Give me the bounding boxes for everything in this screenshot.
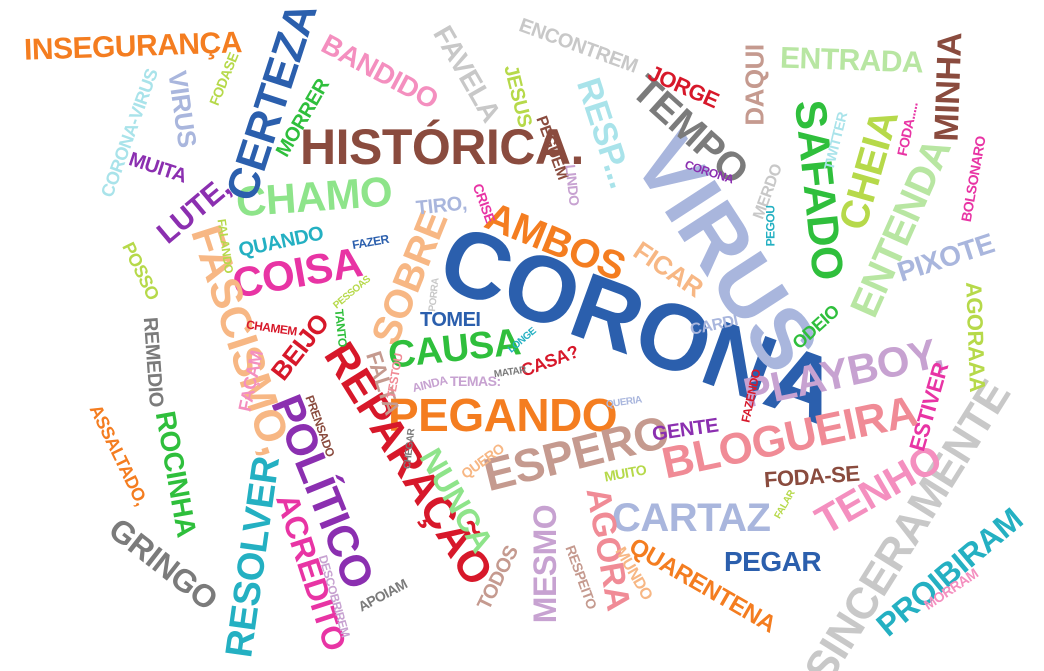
word-gringo: GRINGO bbox=[102, 510, 225, 618]
word-inseguranca: INSEGURANÇA bbox=[23, 26, 243, 67]
word-queria: QUERIA bbox=[605, 394, 643, 411]
word-lindo: LINDO bbox=[562, 163, 583, 207]
word-remedio: REMEDIO bbox=[138, 316, 168, 408]
word-historica: HISTÓRICA. bbox=[300, 119, 584, 175]
word-corona-virus: CORONA-VIRUS bbox=[97, 66, 162, 200]
word-favela: FAVELA bbox=[427, 20, 507, 128]
word-posso: POSSO bbox=[118, 238, 164, 304]
word-cartaz: CARTAZ bbox=[612, 496, 771, 540]
word-muita: MUITA bbox=[126, 148, 190, 188]
word-resolver: RESOLVER bbox=[218, 453, 288, 661]
word-pegar: PEGAR bbox=[724, 546, 822, 577]
word-minha: MINHA bbox=[927, 31, 970, 143]
word-entrada: ENTRADA bbox=[779, 41, 924, 80]
word-bandido: BANDIDO bbox=[316, 28, 444, 116]
word-fazer: FAZER bbox=[351, 231, 390, 253]
word-daqui: DAQUI bbox=[739, 44, 770, 126]
word-pegando: PEGANDO bbox=[388, 389, 618, 441]
word-matar: MATAR bbox=[493, 364, 527, 381]
word-tanto: TANTO bbox=[331, 308, 350, 348]
word-virus-small: VIRUS bbox=[162, 68, 203, 150]
word-bolsonaro: BOLSONARO bbox=[957, 135, 989, 223]
word-temas: TEMAS: bbox=[450, 373, 501, 389]
word-mesmo: MESMO bbox=[527, 504, 564, 624]
word-encontrem: ENCONTREM bbox=[515, 14, 641, 78]
word-assaltado: ASSALTADO, bbox=[85, 401, 152, 509]
word-rocinha: ROCINHA bbox=[149, 408, 203, 540]
word-agoraaa: AGORAAA bbox=[961, 281, 991, 393]
word-tiro: TIRO, bbox=[414, 192, 468, 220]
word-falar: FALAR bbox=[772, 488, 798, 521]
word-tomei: TOMEI bbox=[420, 309, 481, 331]
word-pegou: PEGOU bbox=[763, 205, 778, 247]
